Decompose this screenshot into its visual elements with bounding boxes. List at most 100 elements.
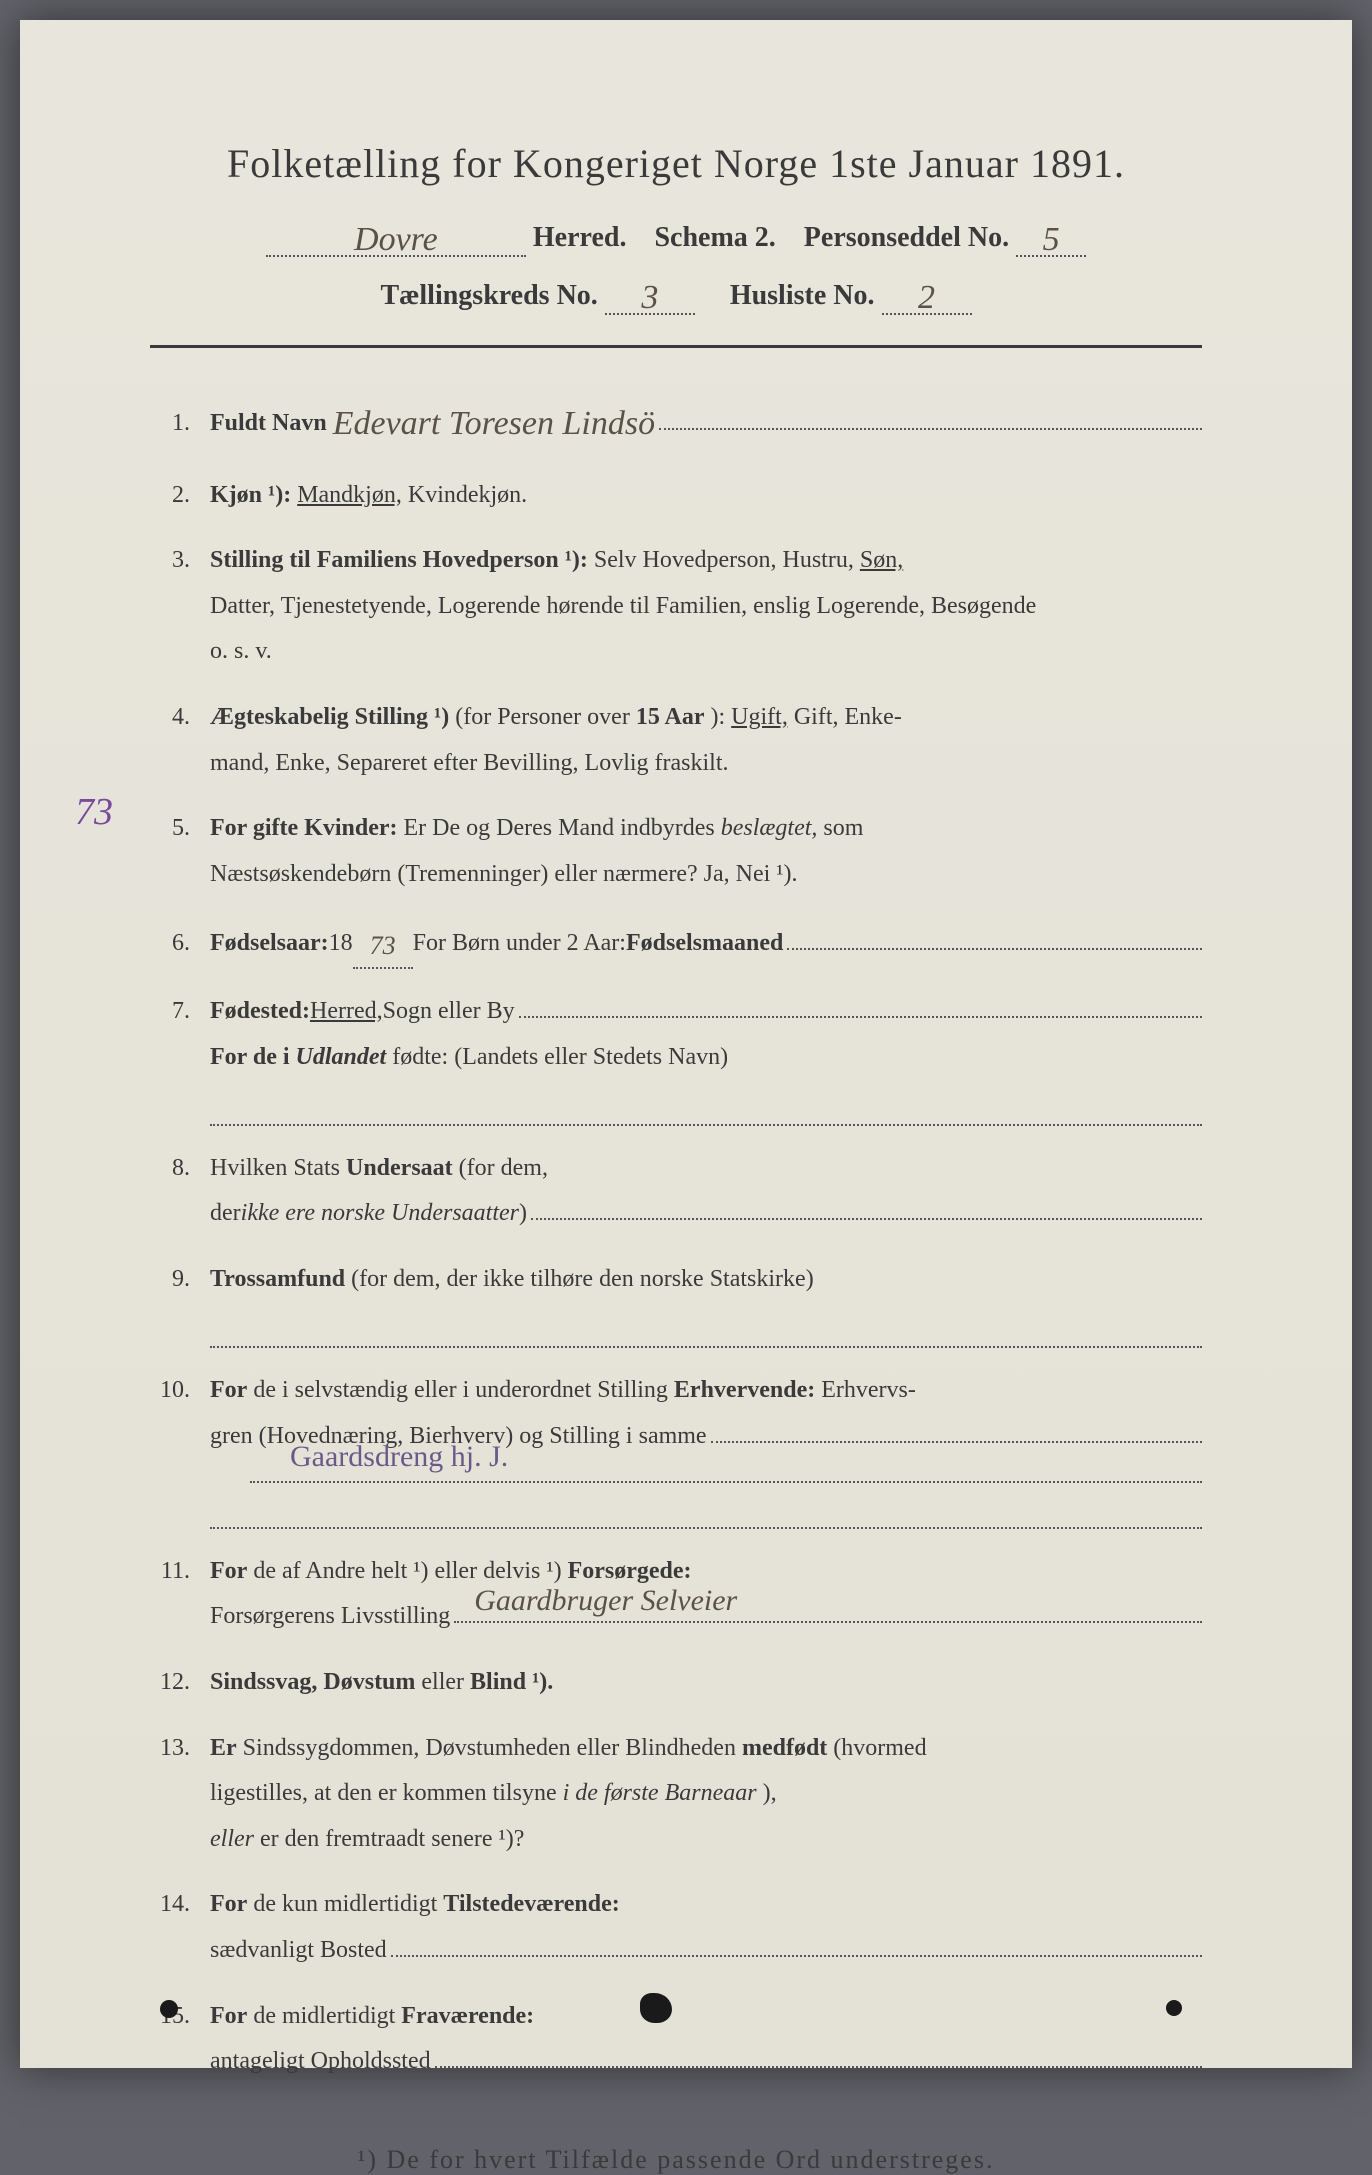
field-7: 7. Fødested: Herred, Sogn eller By For d… (150, 989, 1202, 1126)
text-1: eller (421, 1669, 470, 1695)
field-15: 15. For de midlertidigt Fraværende: anta… (150, 1994, 1202, 2085)
option-line-2: Næstsøskendebørn (Tremenninger) eller næ… (210, 861, 797, 887)
dotted-fill (519, 994, 1202, 1018)
field-12: 12. Sindssvag, Døvstum eller Blind ¹). (150, 1660, 1202, 1706)
option-underlined: Ugift, (731, 704, 788, 730)
field-14: 14. For de kun midlertidigt Tilstedevære… (150, 1882, 1202, 1973)
bold-2: Erhvervende: (674, 1377, 815, 1403)
field-num: 14. (150, 1882, 210, 1928)
bold-label: Undersaat (346, 1155, 453, 1181)
dotted-fill (711, 1419, 1202, 1443)
line-2: Forsørgerens Livsstilling (210, 1594, 450, 1640)
option-text: Selv Hovedperson, Hustru, (594, 547, 860, 573)
text-mid: Er De og Deres Mand indbyrdes (404, 815, 721, 841)
bold-1: Er (210, 1735, 237, 1761)
field-label: For gifte Kvinder: (210, 815, 398, 841)
line2-b: ) (519, 1191, 527, 1237)
text-mid: For Børn under 2 Aar: (413, 921, 626, 967)
ink-blot-icon (160, 2000, 178, 2018)
dotted-line (210, 1319, 1202, 1348)
line2-a: ligestilles, at den er kommen tilsyne (210, 1780, 563, 1806)
field-label: Fødested: (210, 989, 310, 1035)
divider-rule (150, 345, 1202, 348)
text-2: Erhvervs- (821, 1377, 916, 1403)
dotted-fill (391, 1933, 1202, 1957)
line-3: er den fremtraadt senere ¹)? (260, 1826, 524, 1852)
field-num: 11. (150, 1549, 210, 1595)
line3-italic: eller (210, 1826, 254, 1852)
option-text: Gift, Enke- (794, 704, 902, 730)
header-line-2: Tællingskreds No. 3 Husliste No. 2 (150, 275, 1202, 315)
field-label: Ægteskabelig Stilling ¹) (210, 704, 449, 730)
text-2: (hvormed (833, 1735, 926, 1761)
name-handwritten: Edevart Toresen Lindsö (333, 392, 655, 457)
bold-1: For (210, 2003, 247, 2029)
bold-1: For (210, 1377, 247, 1403)
line2-italic: i de første Barneaar (563, 1780, 757, 1806)
option-underlined: Herred, (310, 989, 383, 1035)
line-2: antageligt Opholdssted (210, 2039, 431, 2085)
bold-label: Fødselsmaaned (626, 921, 783, 967)
option-underlined: Mandkjøn, (297, 482, 402, 508)
field-num: 15. (150, 1994, 210, 2040)
field-6: 6. Fødselsaar: 1873 For Børn under 2 Aar… (150, 917, 1202, 969)
husliste-label: Husliste No. (730, 280, 875, 311)
field-10: 10. For de i selvstændig eller i underor… (150, 1368, 1202, 1529)
provider-handwritten: Gaardbruger Selveier (474, 1572, 737, 1629)
schema-label: Schema 2. (654, 222, 775, 253)
field-num: 10. (150, 1368, 210, 1414)
bold-label: Sindssvag, Døvstum (210, 1669, 415, 1695)
page-title: Folketælling for Kongeriget Norge 1ste J… (150, 140, 1202, 187)
kreds-label: Tællingskreds No. (380, 280, 597, 311)
field-num: 4. (150, 695, 210, 741)
bold-1: For (210, 1558, 247, 1584)
field-label: Fødselsaar: (210, 921, 329, 967)
occupation-handwritten: Gaardsdreng hj. J. (290, 1428, 508, 1485)
line2-a: For de i (210, 1044, 296, 1070)
field-num: 9. (150, 1257, 210, 1303)
field-11: 11. For de af Andre helt ¹) eller delvis… (150, 1549, 1202, 1640)
line-2: sædvanligt Bosted (210, 1928, 387, 1974)
bold-2: Tilstedeværende: (443, 1891, 619, 1917)
year-prefix: 18 (329, 921, 353, 967)
header-line-1: Dovre Herred. Schema 2. Personseddel No.… (150, 217, 1202, 257)
census-form-page: Folketælling for Kongeriget Norge 1ste J… (20, 20, 1352, 2068)
field-num: 3. (150, 538, 210, 584)
line2-italic: Udlandet (296, 1044, 387, 1070)
option-line-2: mand, Enke, Separeret efter Bevilling, L… (210, 750, 729, 776)
footnote: ¹) De for hvert Tilfælde passende Ord un… (150, 2145, 1202, 2175)
field-2: 2. Kjøn ¹): Mandkjøn, Kvindekjøn. (150, 473, 1202, 519)
margin-note: 73 (75, 790, 113, 834)
dotted-fill (531, 1196, 1202, 1220)
italic-word: beslægtet, (721, 815, 818, 841)
personseddel-label: Personseddel No. (804, 222, 1009, 253)
option-text: Kvindekjøn. (408, 482, 527, 508)
text-1: de i selvstændig eller i underordnet Sti… (253, 1377, 674, 1403)
field-num: 8. (150, 1146, 210, 1192)
text-1: Sindssygdommen, Døvstumheden eller Blind… (243, 1735, 742, 1761)
line2-b: fødte: (Landets eller Stedets Navn) (392, 1044, 728, 1070)
field-num: 6. (150, 921, 210, 967)
herred-handwritten: Dovre (354, 221, 438, 259)
field-num: 13. (150, 1726, 210, 1772)
field-1: 1. Fuldt Navn Edevart Toresen Lindsö (150, 388, 1202, 453)
text-2: (for dem, (459, 1155, 548, 1181)
dotted-line (210, 1097, 1202, 1126)
bold-label: Trossamfund (210, 1266, 345, 1292)
field-num: 7. (150, 989, 210, 1035)
dotted-fill (787, 926, 1202, 950)
ink-blot-icon (1166, 2000, 1182, 2016)
bold-2: medfødt (742, 1735, 827, 1761)
option-underlined: Søn, (860, 547, 903, 573)
text-aft: som (823, 815, 863, 841)
text-body: (for dem, der ikke tilhøre den norske St… (351, 1266, 814, 1292)
personseddel-no: 5 (1043, 221, 1060, 259)
field-4: 4. Ægteskabelig Stilling ¹) (for Persone… (150, 695, 1202, 786)
text-mid: (for Personer over (455, 704, 636, 730)
line2-a: der (210, 1191, 241, 1237)
field-9: 9. Trossamfund (for dem, der ikke tilhør… (150, 1257, 1202, 1348)
field-8: 8. Hvilken Stats Undersaat (for dem, der… (150, 1146, 1202, 1237)
bold-15: 15 Aar (636, 704, 705, 730)
option-line-2: Datter, Tjenestetyende, Logerende hørend… (210, 593, 1036, 619)
bold-2: Blind ¹). (470, 1669, 553, 1695)
